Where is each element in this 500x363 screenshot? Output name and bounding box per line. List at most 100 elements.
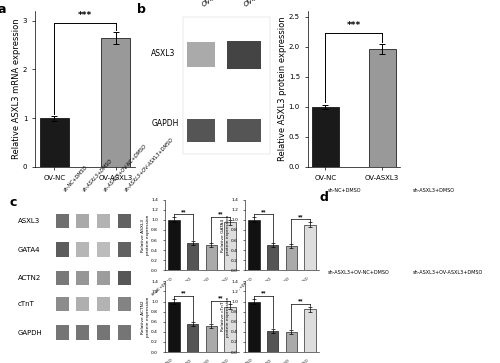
Bar xyxy=(56,213,69,228)
Circle shape xyxy=(398,294,406,301)
Circle shape xyxy=(482,346,486,350)
Circle shape xyxy=(467,304,471,308)
Circle shape xyxy=(399,315,402,317)
Circle shape xyxy=(467,208,471,212)
Circle shape xyxy=(386,253,393,260)
Circle shape xyxy=(462,260,464,262)
Circle shape xyxy=(425,347,430,352)
Circle shape xyxy=(426,291,428,293)
Circle shape xyxy=(488,344,496,351)
Circle shape xyxy=(374,251,380,257)
Circle shape xyxy=(370,232,372,235)
Y-axis label: Relative cTnT
protein expression: Relative cTnT protein expression xyxy=(221,297,230,337)
Circle shape xyxy=(360,211,363,213)
Text: **: ** xyxy=(260,290,266,295)
Y-axis label: Relative ASXL3
protein expression: Relative ASXL3 protein expression xyxy=(141,215,150,255)
Text: ASXL3: ASXL3 xyxy=(152,49,176,57)
Bar xyxy=(118,271,130,285)
Circle shape xyxy=(382,300,385,303)
Circle shape xyxy=(325,345,332,353)
Circle shape xyxy=(432,332,438,337)
Circle shape xyxy=(452,303,456,306)
Bar xyxy=(206,245,217,270)
Circle shape xyxy=(491,298,496,303)
Circle shape xyxy=(372,269,374,271)
Circle shape xyxy=(418,262,426,269)
Text: **: ** xyxy=(298,298,304,303)
Circle shape xyxy=(428,321,432,324)
Text: OV-NC: OV-NC xyxy=(201,0,222,8)
Circle shape xyxy=(421,279,423,281)
Circle shape xyxy=(418,199,424,204)
Circle shape xyxy=(336,327,341,332)
Circle shape xyxy=(461,252,466,256)
Text: sh-ASXL3+DMSO: sh-ASXL3+DMSO xyxy=(164,358,192,363)
Circle shape xyxy=(456,243,460,247)
Circle shape xyxy=(351,285,358,291)
Bar xyxy=(368,49,396,167)
Circle shape xyxy=(372,217,374,219)
Circle shape xyxy=(348,258,356,265)
Circle shape xyxy=(323,335,331,343)
Circle shape xyxy=(480,205,488,211)
Circle shape xyxy=(388,202,392,205)
Text: sh-ASXL3+OV-NC+DMSO: sh-ASXL3+OV-NC+DMSO xyxy=(171,358,211,363)
Text: sh-ASXL3+DMSO: sh-ASXL3+DMSO xyxy=(244,358,272,363)
Circle shape xyxy=(342,263,345,266)
Bar xyxy=(56,271,69,285)
Circle shape xyxy=(436,251,438,253)
Circle shape xyxy=(366,252,368,253)
Circle shape xyxy=(454,348,462,355)
Circle shape xyxy=(434,254,442,261)
Text: sh-NC+DMSO: sh-NC+DMSO xyxy=(231,276,254,296)
Bar xyxy=(224,223,235,270)
Text: sh-ASXL3+OV-NC+DMSO: sh-ASXL3+OV-NC+DMSO xyxy=(171,276,211,311)
Circle shape xyxy=(492,247,495,249)
Circle shape xyxy=(468,201,473,206)
Circle shape xyxy=(422,201,427,206)
Circle shape xyxy=(466,321,468,323)
Bar xyxy=(187,324,198,352)
Circle shape xyxy=(476,255,479,257)
Text: sh-ASXL3+OV-NC+DMSO: sh-ASXL3+OV-NC+DMSO xyxy=(103,143,148,193)
Circle shape xyxy=(419,288,426,294)
Circle shape xyxy=(344,277,347,281)
Circle shape xyxy=(439,266,445,272)
Circle shape xyxy=(457,240,462,245)
Circle shape xyxy=(427,213,430,215)
Circle shape xyxy=(409,217,416,223)
Bar xyxy=(304,225,316,270)
Circle shape xyxy=(423,329,425,330)
Bar xyxy=(206,326,217,352)
Circle shape xyxy=(385,263,388,267)
Circle shape xyxy=(363,251,369,256)
Text: ACTN2: ACTN2 xyxy=(18,275,41,281)
Circle shape xyxy=(442,206,450,213)
Circle shape xyxy=(347,229,352,233)
Circle shape xyxy=(358,321,362,324)
Circle shape xyxy=(343,323,345,325)
Circle shape xyxy=(364,313,372,320)
Text: cTnT: cTnT xyxy=(18,301,34,307)
Circle shape xyxy=(367,304,374,310)
Circle shape xyxy=(342,218,349,224)
Circle shape xyxy=(462,323,468,329)
Text: OV-ASXL3: OV-ASXL3 xyxy=(243,0,275,8)
Circle shape xyxy=(468,303,474,309)
Circle shape xyxy=(336,330,338,333)
Circle shape xyxy=(429,234,434,239)
Text: ***: *** xyxy=(346,21,361,30)
Circle shape xyxy=(352,247,360,253)
Circle shape xyxy=(368,337,375,343)
Circle shape xyxy=(356,293,362,299)
Circle shape xyxy=(454,201,460,207)
Circle shape xyxy=(444,256,446,258)
Text: c: c xyxy=(10,196,17,209)
Text: ***: *** xyxy=(78,11,92,20)
Circle shape xyxy=(436,268,438,269)
Circle shape xyxy=(329,282,336,288)
Circle shape xyxy=(362,306,370,313)
Circle shape xyxy=(436,323,440,325)
Circle shape xyxy=(490,346,492,348)
Circle shape xyxy=(478,329,485,335)
